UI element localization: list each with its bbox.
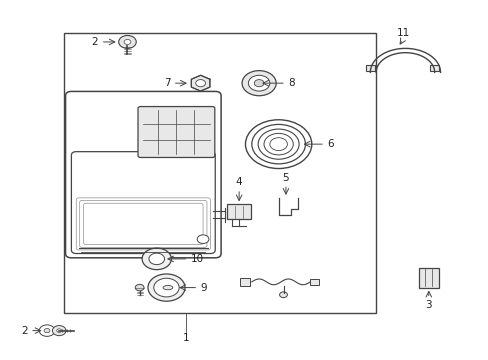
Bar xyxy=(239,278,250,286)
Circle shape xyxy=(57,329,61,332)
Circle shape xyxy=(254,80,264,87)
Bar xyxy=(64,33,375,313)
Circle shape xyxy=(269,138,287,150)
Circle shape xyxy=(279,292,287,298)
Text: 4: 4 xyxy=(235,177,242,187)
Bar xyxy=(366,65,374,71)
Circle shape xyxy=(195,80,205,87)
Circle shape xyxy=(149,253,164,265)
Polygon shape xyxy=(191,75,209,91)
Circle shape xyxy=(248,75,269,91)
Text: 5: 5 xyxy=(282,172,289,183)
Text: 8: 8 xyxy=(288,78,294,88)
Bar xyxy=(418,268,438,288)
Circle shape xyxy=(197,235,208,243)
Circle shape xyxy=(154,278,179,297)
Circle shape xyxy=(52,325,66,336)
Bar xyxy=(429,65,438,71)
Circle shape xyxy=(142,248,171,270)
Bar xyxy=(310,279,319,285)
FancyBboxPatch shape xyxy=(138,107,214,157)
Circle shape xyxy=(119,36,136,48)
FancyBboxPatch shape xyxy=(65,91,221,258)
Circle shape xyxy=(124,40,131,44)
Circle shape xyxy=(39,325,55,336)
Bar xyxy=(227,204,250,220)
Circle shape xyxy=(148,274,184,301)
Circle shape xyxy=(135,284,144,291)
Text: 7: 7 xyxy=(163,78,170,88)
Text: 2: 2 xyxy=(21,325,27,336)
Text: 6: 6 xyxy=(327,139,333,149)
Text: 1: 1 xyxy=(183,333,189,343)
Text: 2: 2 xyxy=(91,37,98,47)
Circle shape xyxy=(44,328,50,333)
Circle shape xyxy=(242,71,276,96)
Text: 9: 9 xyxy=(200,283,207,293)
Text: 3: 3 xyxy=(425,300,431,310)
Ellipse shape xyxy=(163,285,172,290)
Text: 10: 10 xyxy=(190,254,203,264)
Text: 11: 11 xyxy=(396,28,409,39)
FancyBboxPatch shape xyxy=(71,152,215,253)
